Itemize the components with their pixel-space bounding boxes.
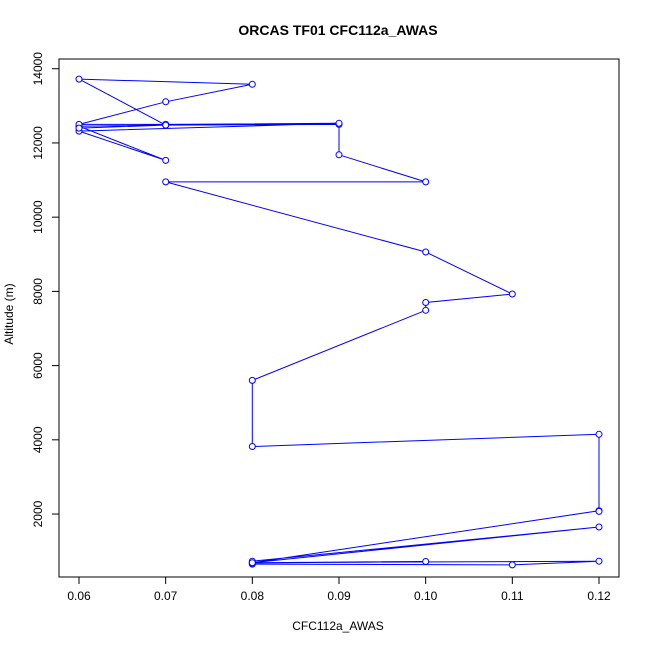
data-point: [162, 156, 170, 164]
y-tick-label: 8000: [31, 278, 45, 305]
x-tick-label: 0.09: [327, 589, 351, 603]
data-point: [75, 75, 83, 83]
data-point: [595, 507, 603, 515]
y-tick-label: 6000: [31, 352, 45, 379]
data-point: [422, 248, 430, 256]
y-tick-label: 10000: [31, 200, 45, 234]
chart-title: ORCAS TF01 CFC112a_AWAS: [238, 22, 437, 38]
y-tick-label: 14000: [31, 52, 45, 86]
data-point: [422, 178, 430, 186]
x-axis: 0.06 0.07 0.08 0.09 0.10 0.11 0.12: [67, 577, 611, 603]
y-tick-label: 4000: [31, 426, 45, 453]
x-tick-label: 0.11: [501, 589, 524, 603]
data-point: [422, 299, 430, 306]
y-axis-label: Altitude (m): [2, 283, 16, 344]
data-point: [595, 523, 603, 531]
x-axis-label: CFC112a_AWAS: [292, 619, 384, 633]
data-point: [335, 119, 343, 127]
data-point: [248, 376, 256, 384]
data-point: [508, 290, 516, 298]
data-point: [595, 557, 603, 565]
data-point: [595, 430, 603, 438]
data-point: [508, 561, 516, 569]
data-point: [422, 306, 430, 314]
data-point: [162, 178, 170, 186]
data-point: [248, 443, 256, 450]
y-tick-label: 12000: [31, 126, 45, 160]
data-point: [248, 559, 256, 567]
data-point: [422, 558, 430, 565]
x-tick-label: 0.10: [414, 589, 438, 603]
y-tick-label: 2000: [31, 500, 45, 527]
data-point: [162, 121, 170, 129]
series-cfc112a: [75, 75, 603, 569]
x-tick-label: 0.06: [67, 589, 91, 603]
x-tick-label: 0.07: [154, 589, 178, 603]
x-tick-label: 0.12: [587, 589, 611, 603]
data-point: [162, 98, 170, 106]
y-axis: 2000 4000 6000 8000 10000 12000 14000: [31, 52, 59, 527]
data-point: [335, 151, 343, 159]
data-point: [248, 80, 256, 88]
data-point: [75, 124, 83, 132]
x-tick-label: 0.08: [241, 589, 265, 603]
